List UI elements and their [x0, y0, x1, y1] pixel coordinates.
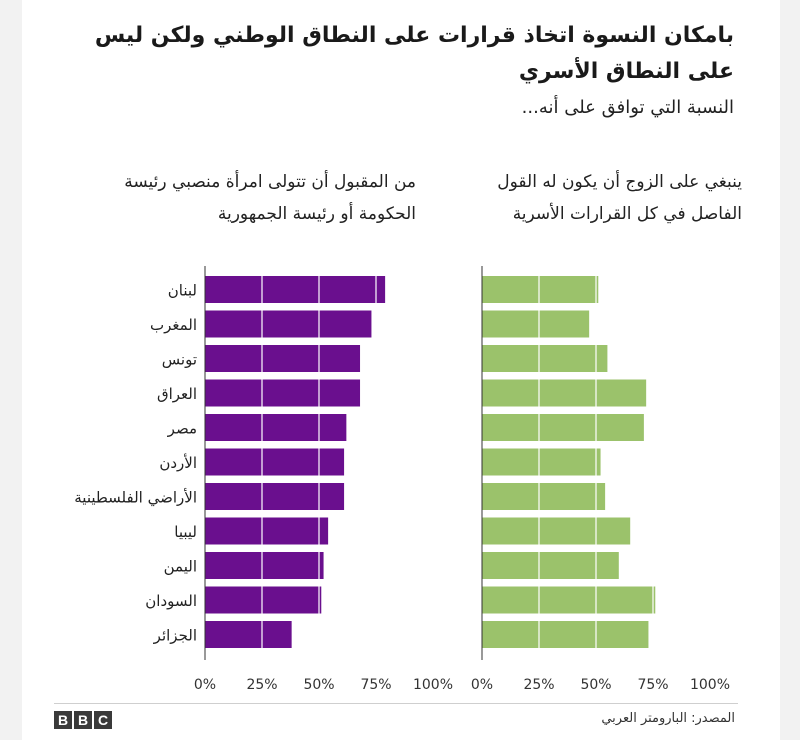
category-label: اليمن: [164, 558, 197, 576]
chart-title: بامكان النسوة اتخاذ قرارات على النطاق ال…: [94, 23, 734, 84]
right-tick-label: 75%: [637, 677, 668, 693]
right-tick-label: 25%: [523, 677, 554, 693]
chart-subtitle: النسبة التي توافق على أنه...: [521, 97, 734, 118]
left-tick-label: 25%: [246, 677, 277, 693]
right-bar: [482, 414, 644, 441]
right-bar: [482, 517, 631, 545]
right-panel-title: ينبغي على الزوج أن يكون له القول الفاصل …: [497, 172, 742, 224]
bar-chart: 0% 25% 50% 75% 100% لبنان المغرب تونس العراق مصر ا…: [74, 266, 730, 693]
right-bar: [482, 586, 656, 614]
category-label: مصر: [167, 420, 197, 438]
category-label: المغرب: [150, 316, 197, 334]
left-tick-label: 100%: [413, 677, 453, 693]
right-bar: [482, 483, 606, 510]
right-tick-label: 100%: [690, 677, 730, 693]
category-label: الأردن: [159, 453, 197, 472]
category-label: العراق: [157, 385, 197, 403]
right-bar: [482, 448, 601, 476]
left-bar: [205, 345, 361, 372]
bbc-logo-letter: C: [94, 711, 112, 729]
source-note: المصدر: البارومتر العربي: [601, 711, 735, 726]
left-bar: [205, 276, 386, 303]
left-bar: [205, 552, 324, 579]
right-tick-label: 0%: [471, 677, 493, 693]
right-bar: [482, 552, 619, 579]
right-bar: [482, 310, 590, 338]
right-bar: [482, 621, 649, 648]
right-bar: [482, 379, 647, 407]
left-bar: [205, 586, 322, 614]
left-bar: [205, 621, 292, 648]
chart-card: بامكان النسوة اتخاذ قرارات على النطاق ال…: [22, 0, 780, 740]
right-tick-label: 50%: [580, 677, 611, 693]
right-bar: [482, 345, 608, 372]
left-bar: [205, 310, 372, 338]
category-label: الجزائر: [153, 627, 197, 645]
left-tick-label: 50%: [303, 677, 334, 693]
left-bar: [205, 379, 361, 407]
left-tick-label: 0%: [194, 677, 216, 693]
category-label: السودان: [145, 592, 197, 610]
left-bar: [205, 517, 329, 545]
bbc-logo-letter: B: [74, 711, 92, 729]
footer-divider: [54, 703, 738, 704]
bbc-logo: B B C: [54, 711, 112, 729]
bbc-logo-letter: B: [54, 711, 72, 729]
left-bar: [205, 483, 345, 510]
category-label: الأراضي الفلسطينية: [74, 488, 197, 508]
left-panel-title: من المقبول أن تتولى امرأة منصبي رئيسة ال…: [124, 172, 416, 224]
category-label: ليبيا: [174, 523, 197, 541]
category-label: تونس: [162, 351, 197, 369]
left-bar: [205, 414, 347, 441]
left-tick-label: 75%: [360, 677, 391, 693]
right-bar: [482, 276, 599, 303]
category-label: لبنان: [168, 282, 197, 300]
left-bar: [205, 448, 345, 476]
